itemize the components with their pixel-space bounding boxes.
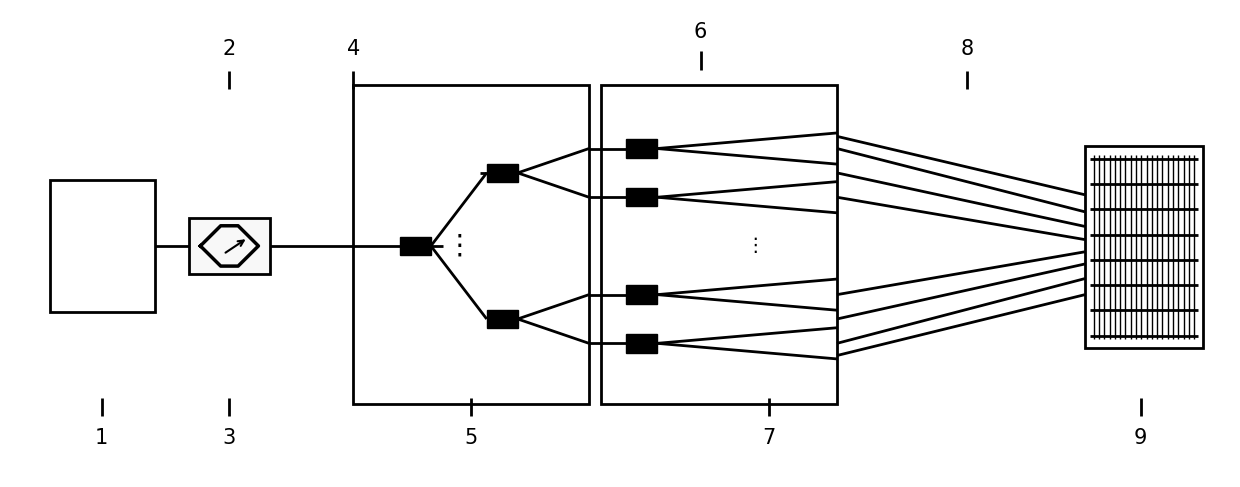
Text: 6: 6 — [694, 21, 707, 42]
Bar — [486, 164, 517, 182]
Bar — [601, 85, 837, 404]
Text: 3: 3 — [223, 428, 236, 449]
Bar — [353, 85, 589, 404]
Bar — [1085, 146, 1203, 348]
Text: 7: 7 — [763, 428, 775, 449]
Bar — [50, 180, 155, 312]
Bar — [188, 218, 270, 274]
Bar — [626, 188, 657, 206]
Text: 8: 8 — [961, 38, 973, 59]
Text: ⋮: ⋮ — [745, 236, 764, 256]
Text: 1: 1 — [95, 428, 108, 449]
Bar — [486, 310, 517, 328]
Bar — [399, 237, 432, 255]
Text: 2: 2 — [223, 38, 236, 59]
Bar — [626, 285, 657, 304]
Bar — [626, 139, 657, 158]
Text: 4: 4 — [347, 38, 360, 59]
Text: 5: 5 — [465, 428, 477, 449]
Text: 9: 9 — [1135, 428, 1147, 449]
Text: ⋮: ⋮ — [445, 232, 474, 260]
Bar — [626, 334, 657, 353]
